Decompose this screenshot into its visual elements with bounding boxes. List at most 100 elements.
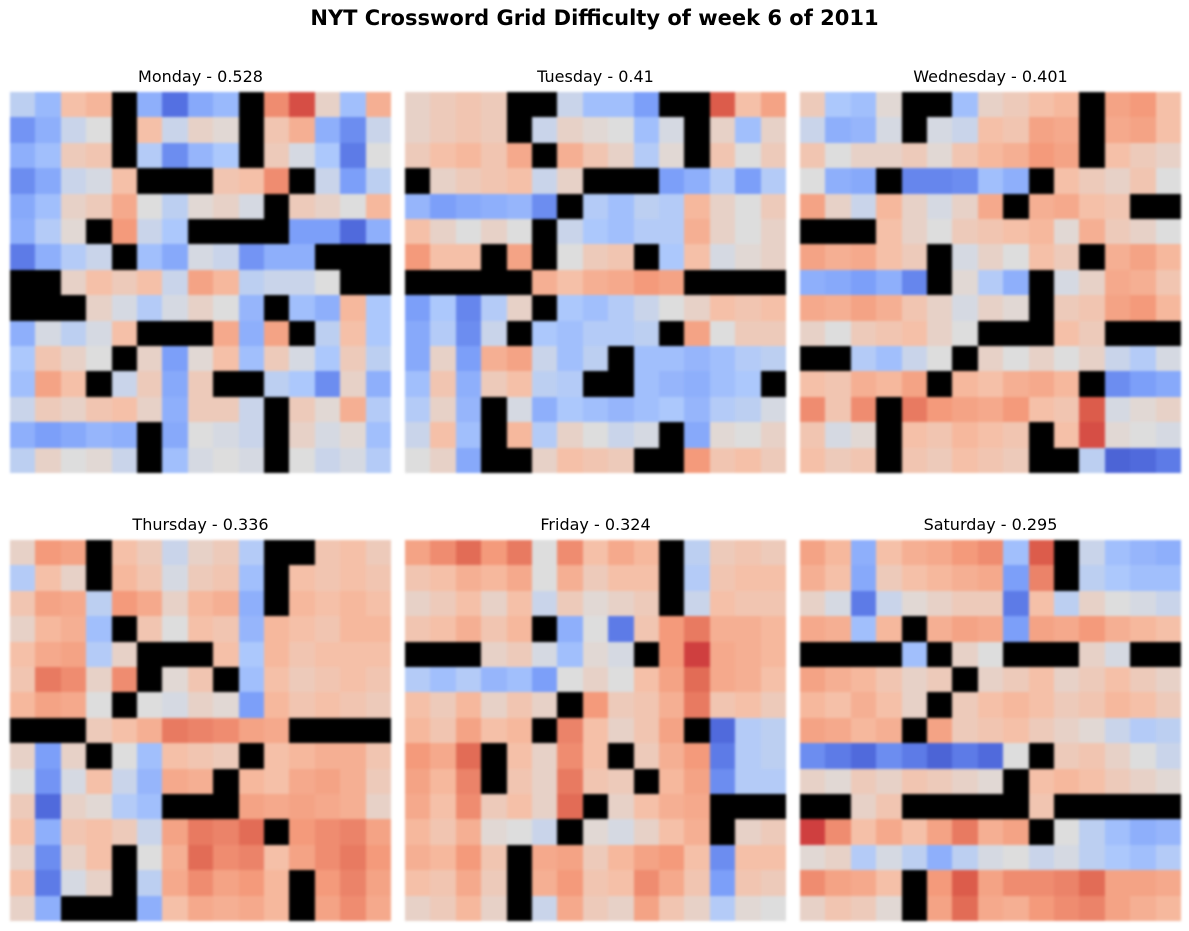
heatmap-cell (876, 819, 902, 845)
heatmap-cell (60, 666, 87, 693)
black-square (111, 692, 137, 718)
heatmap-cell (760, 641, 786, 667)
heatmap-cell (1028, 218, 1054, 245)
heatmap-cell (289, 396, 315, 423)
heatmap-cell (709, 844, 736, 871)
heatmap-cell (850, 895, 877, 921)
heatmap-cell (952, 193, 978, 219)
heatmap-cell (633, 540, 659, 566)
heatmap-cell (760, 295, 786, 321)
heatmap-cell (825, 895, 851, 921)
heatmap-cell (10, 844, 36, 871)
black-square (340, 269, 366, 296)
heatmap-cell (405, 895, 431, 921)
black-square (455, 641, 482, 667)
heatmap-cell (506, 345, 532, 372)
heatmap-cell (684, 743, 710, 769)
heatmap-cell (10, 565, 36, 591)
heatmap-cell (876, 616, 902, 642)
heatmap-cell (289, 193, 315, 219)
heatmap-cell (289, 666, 315, 693)
heatmap-cell (977, 768, 1004, 794)
heatmap-cell (213, 320, 239, 346)
heatmap-cell (901, 142, 927, 169)
heatmap-cell (926, 117, 953, 143)
heatmap-cell (314, 269, 341, 296)
heatmap-cell (825, 540, 851, 566)
heatmap-cell (952, 142, 978, 169)
heatmap-cell (531, 743, 558, 769)
black-square (760, 371, 786, 397)
heatmap-cell (213, 447, 239, 473)
heatmap-cell (213, 269, 239, 296)
heatmap-cell (289, 641, 315, 667)
heatmap-cell (557, 540, 583, 566)
heatmap-cell (238, 666, 264, 693)
heatmap-cell (1053, 142, 1080, 169)
black-square (633, 641, 659, 667)
heatmap-cell (35, 768, 61, 794)
heatmap-cell (405, 666, 431, 693)
heatmap-cell (314, 193, 341, 219)
black-square (531, 218, 558, 245)
heatmap-cell (709, 540, 736, 566)
black-square (1053, 447, 1080, 473)
black-square (187, 168, 214, 194)
heatmap-cell (760, 844, 786, 871)
black-square (684, 92, 710, 118)
heatmap-cell (340, 743, 366, 769)
heatmap-cell (709, 142, 736, 169)
heatmap-cell (709, 717, 736, 744)
heatmap-cell (901, 666, 927, 693)
heatmap-cell (60, 193, 87, 219)
heatmap-cell (455, 295, 482, 321)
heatmap-cell (825, 193, 851, 219)
heatmap-cell (263, 768, 290, 794)
black-square (531, 244, 558, 270)
heatmap-cell (455, 743, 482, 769)
heatmap-cell (825, 295, 851, 321)
heatmap-cell (1028, 768, 1054, 794)
heatmap-cell (506, 616, 532, 642)
heatmap-cell (850, 819, 877, 845)
heatmap-cell (213, 895, 239, 921)
heatmap-cell (86, 295, 112, 321)
heatmap-cell (531, 396, 558, 423)
heatmap-cell (481, 540, 507, 566)
heatmap-cell (825, 269, 851, 296)
black-square (633, 768, 659, 794)
heatmap-cell (1053, 666, 1080, 693)
heatmap-cell (633, 218, 659, 245)
heatmap-cell (850, 396, 877, 423)
heatmap-cell (481, 193, 507, 219)
heatmap-cell (850, 447, 877, 473)
black-square (1003, 768, 1029, 794)
heatmap-cell (1003, 117, 1029, 143)
heatmap-cell (800, 168, 826, 194)
heatmap-cell (582, 819, 609, 845)
black-square (1079, 117, 1105, 143)
heatmap-cell (10, 320, 36, 346)
heatmap-cell (86, 819, 112, 845)
heatmap-cell (238, 844, 264, 871)
heatmap-cell (876, 142, 902, 169)
heatmap-cell (633, 269, 659, 296)
heatmap-cell (633, 743, 659, 769)
heatmap-cell (238, 345, 264, 372)
heatmap-cell (1130, 590, 1156, 617)
heatmap-cell (314, 666, 341, 693)
heatmap-cell (187, 117, 214, 143)
heatmap-cell (952, 565, 978, 591)
heatmap-cell (684, 590, 710, 617)
heatmap-cell (531, 168, 558, 194)
heatmap-cell (1104, 590, 1131, 617)
heatmap-cell (760, 218, 786, 245)
heatmap-cell (608, 819, 634, 845)
heatmap-cell (405, 422, 431, 448)
black-square (709, 793, 736, 820)
black-square (901, 793, 927, 820)
black-square (1130, 193, 1156, 219)
heatmap-cell (10, 244, 36, 270)
black-square (1053, 565, 1080, 591)
heatmap-cell (455, 540, 482, 566)
